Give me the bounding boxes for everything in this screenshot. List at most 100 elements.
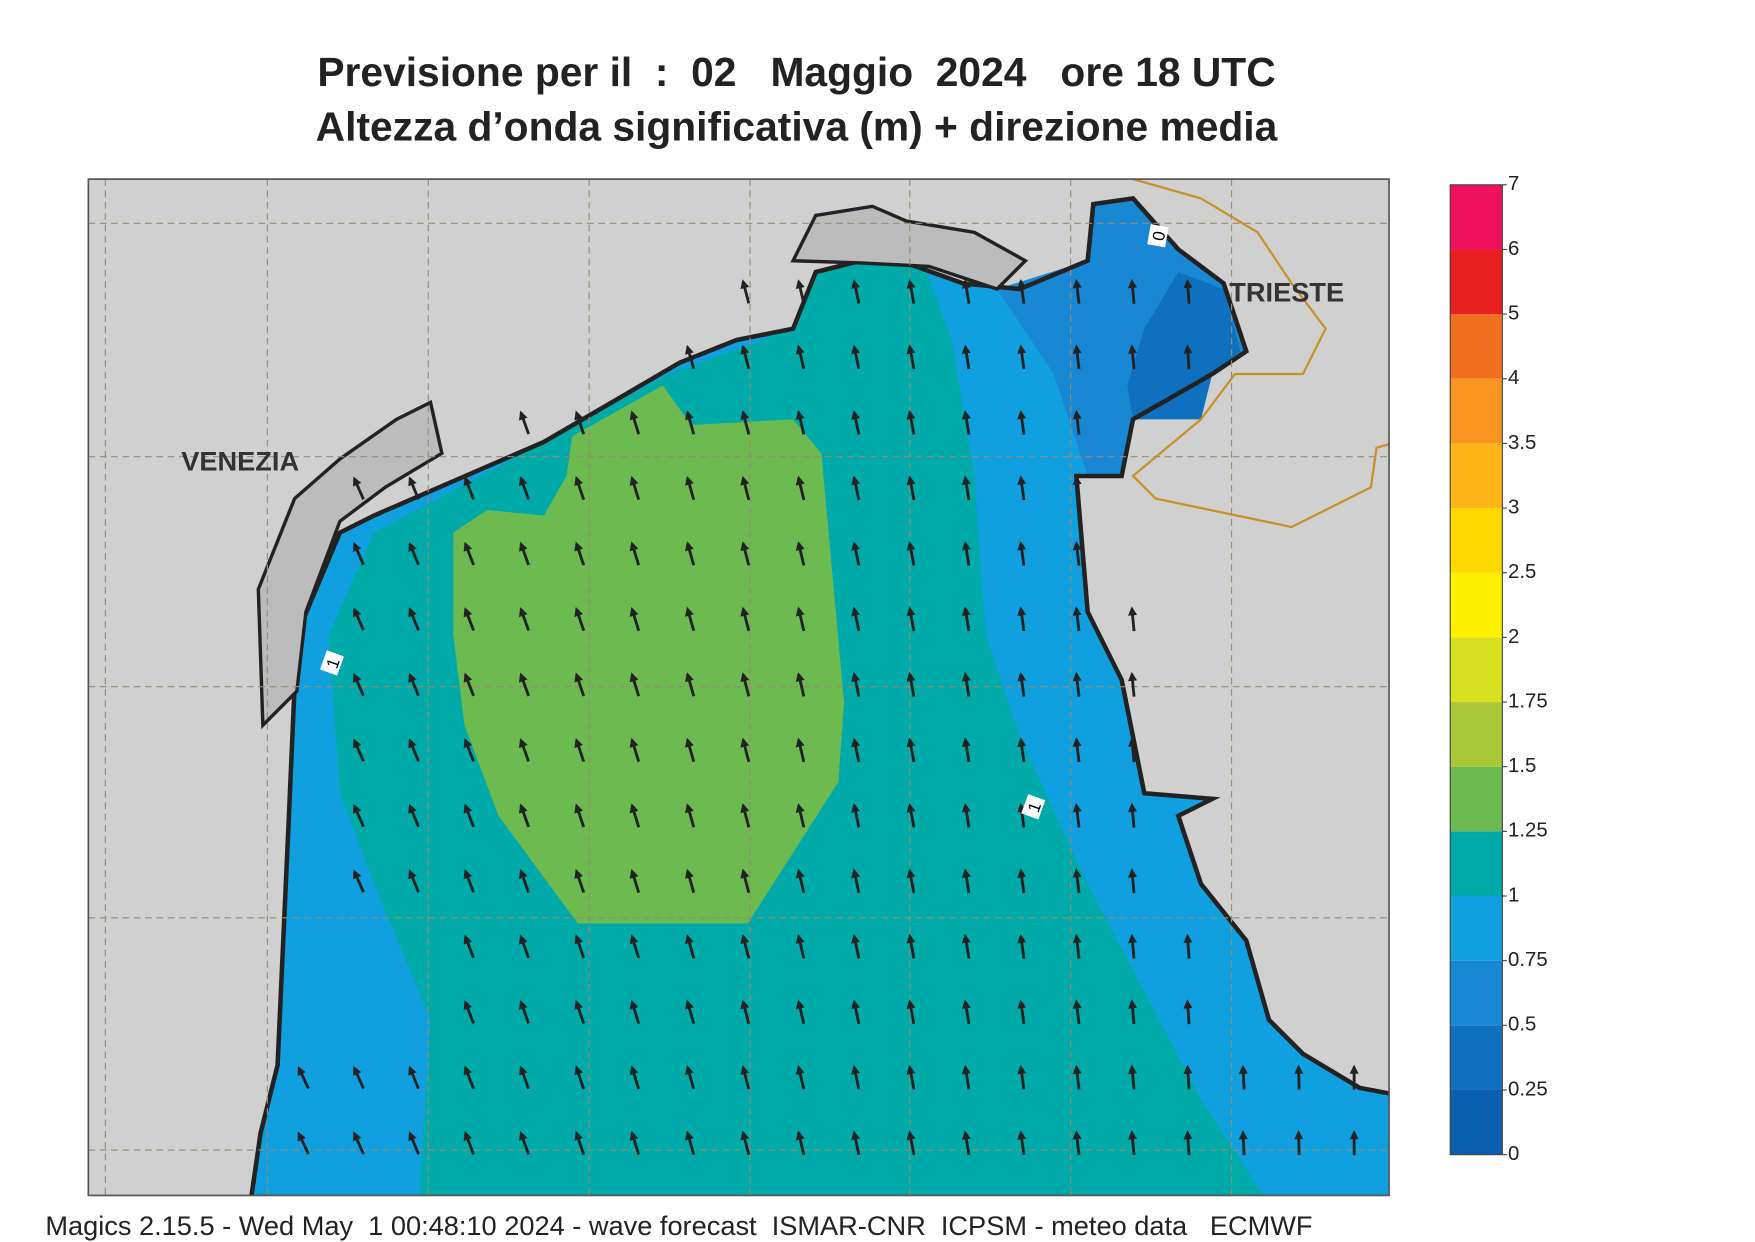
arrow-head (1128, 802, 1138, 813)
arrow-head (463, 1065, 473, 1076)
arrow-head (1128, 1130, 1138, 1140)
colorbar-bin (1450, 1025, 1503, 1090)
arrow (961, 606, 971, 632)
arrow-head (1072, 868, 1082, 878)
arrow-head (574, 672, 583, 683)
arrow-head (352, 1065, 362, 1076)
colorbar-label: 0 (1508, 1143, 1519, 1165)
arrow (1017, 344, 1027, 370)
colorbar-bin (1450, 572, 1503, 638)
arrow (352, 672, 365, 697)
arrow-head (463, 672, 473, 683)
arrow (519, 541, 530, 566)
footer: Magics 2.15.5 - Wed May 1 00:48:10 2024 … (45, 1210, 1312, 1241)
arrow (1017, 933, 1027, 959)
arrow-head (961, 737, 971, 748)
arrow (1072, 606, 1082, 632)
contour-label-text: 0 (1149, 230, 1169, 243)
arrow (906, 279, 916, 304)
colorbar-label: 3 (1508, 496, 1519, 518)
arrow (629, 410, 641, 435)
colorbar-label: 1.75 (1508, 690, 1548, 712)
arrow (629, 672, 641, 697)
colorbar-bin (1450, 637, 1503, 703)
arrow-head (352, 869, 362, 880)
arrow-head (906, 475, 916, 486)
graticule (88, 179, 1390, 1196)
arrow (740, 606, 751, 632)
arrow (1072, 671, 1082, 697)
arrow (1128, 1064, 1138, 1090)
arrow (961, 999, 971, 1025)
arrow (961, 1064, 971, 1090)
colorbar: 0 0.25 0.5 0.75 1 1.25 1.5 1.75 2 2.5 3 3.5 4 5 6 7 (1449, 173, 1548, 1165)
arrow (629, 1065, 641, 1090)
arrow (463, 1065, 475, 1090)
arrow (740, 475, 751, 501)
arrow-head (1183, 344, 1193, 354)
arrow (1072, 999, 1082, 1025)
arrow-head (1072, 999, 1082, 1009)
arrow-head (574, 541, 583, 552)
arrow-head (795, 999, 805, 1010)
colorbar-label: 4 (1508, 367, 1519, 389)
arrow (906, 802, 916, 828)
arrow-head (1072, 1130, 1082, 1140)
arrow (851, 410, 861, 435)
colorbar-bin (1450, 702, 1503, 767)
arrow (906, 868, 916, 894)
arrow-head (1072, 671, 1082, 682)
arrow (297, 1065, 310, 1090)
arrow-head (1128, 606, 1138, 616)
arrow (519, 607, 530, 632)
arrow-head (1183, 933, 1193, 944)
arrow (629, 606, 641, 632)
arrow (906, 933, 916, 959)
arrow-head (795, 1130, 805, 1141)
arrow (1072, 540, 1082, 566)
arrow (463, 476, 475, 500)
arrow-head (408, 738, 417, 749)
arrow-head (1128, 278, 1138, 289)
arrow (906, 1130, 916, 1156)
arrow-head (519, 410, 528, 421)
arrow-head (352, 541, 362, 553)
arrow (795, 1130, 806, 1156)
arrow (1017, 606, 1027, 632)
colorbar-label: 0.25 (1508, 1078, 1548, 1100)
arrow-head (297, 1065, 306, 1077)
arrow (740, 541, 751, 566)
arrow (408, 1065, 420, 1090)
arrow (463, 607, 475, 631)
arrow-head (1017, 409, 1027, 420)
place-label: TRIESTE (1229, 276, 1344, 307)
arrow-head (574, 475, 583, 487)
arrow-head (1349, 1130, 1359, 1140)
arrow (851, 344, 861, 370)
arrow (1017, 1130, 1027, 1156)
arrow (519, 934, 530, 959)
arrow-head (629, 672, 639, 683)
arrow-head (795, 672, 805, 682)
arrow (352, 1065, 365, 1090)
arrow-head (352, 476, 362, 487)
arrow-head (519, 869, 528, 880)
arrow-head (519, 672, 528, 683)
arrow (1017, 409, 1027, 435)
place-label: VENEZIA (181, 445, 299, 476)
colorbar-label: 6 (1508, 238, 1519, 260)
colorbar-label: 2 (1508, 626, 1519, 648)
arrow-head (1183, 1064, 1193, 1075)
colorbar-bin (1450, 831, 1503, 897)
arrow (906, 1064, 916, 1090)
arrow-head (574, 737, 583, 748)
arrow (1072, 1064, 1082, 1090)
arrow-head (685, 934, 694, 945)
arrow (463, 803, 475, 828)
arrow (795, 934, 806, 959)
arrow-head (1017, 999, 1027, 1009)
arrow-head (1183, 999, 1193, 1009)
map: VENEZIA TRIESTE 1 1 0 (87, 178, 1390, 1197)
colorbar-bin (1450, 314, 1503, 379)
